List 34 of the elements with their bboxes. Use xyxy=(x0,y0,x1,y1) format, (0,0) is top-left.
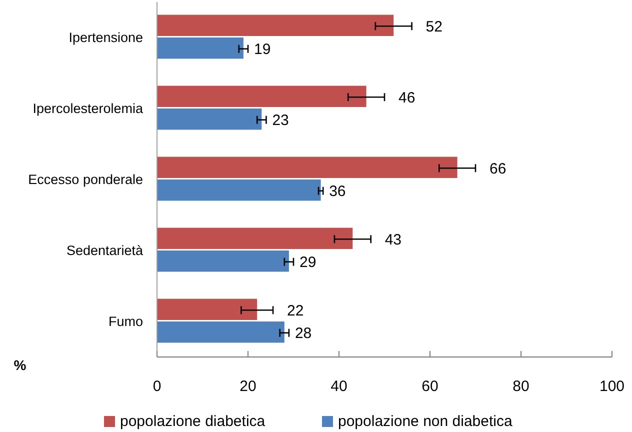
y-tick-label: Fumo xyxy=(108,314,143,330)
bar xyxy=(157,180,321,201)
bar xyxy=(157,322,284,343)
bar xyxy=(157,156,458,178)
bar xyxy=(157,108,262,130)
data-label: 52 xyxy=(426,18,442,36)
y-tick-label: Ipercolesterolemia xyxy=(32,101,144,116)
bar xyxy=(157,250,289,272)
x-tick-label: 40 xyxy=(330,378,348,395)
data-label: 23 xyxy=(272,112,289,130)
x-axis-title: % xyxy=(14,357,27,373)
data-label: 19 xyxy=(254,41,271,58)
data-label: 22 xyxy=(287,302,304,320)
x-tick-label: 20 xyxy=(240,378,256,395)
data-label: 46 xyxy=(398,89,416,106)
x-tick-label: 0 xyxy=(152,378,162,395)
legend-label: popolazione non diabetica xyxy=(338,413,513,430)
x-tick-label: 60 xyxy=(422,378,438,395)
bar xyxy=(157,298,258,320)
bar xyxy=(157,228,353,249)
bar xyxy=(157,86,366,107)
x-tick-label: 80 xyxy=(512,378,530,395)
data-label: 43 xyxy=(384,231,402,248)
bar xyxy=(157,38,244,59)
data-label: 29 xyxy=(300,254,316,272)
y-tick-label: Ipertensione xyxy=(68,30,143,46)
y-tick-label: Sedentarietà xyxy=(66,243,144,258)
legend-label: popolazione diabetica xyxy=(120,413,266,430)
data-label: 28 xyxy=(294,325,312,342)
x-tick-label: 100 xyxy=(599,378,625,395)
bar xyxy=(157,14,394,36)
y-tick-label: Eccesso ponderale xyxy=(28,172,143,188)
data-label: 66 xyxy=(490,160,506,178)
data-label: 36 xyxy=(329,183,346,200)
